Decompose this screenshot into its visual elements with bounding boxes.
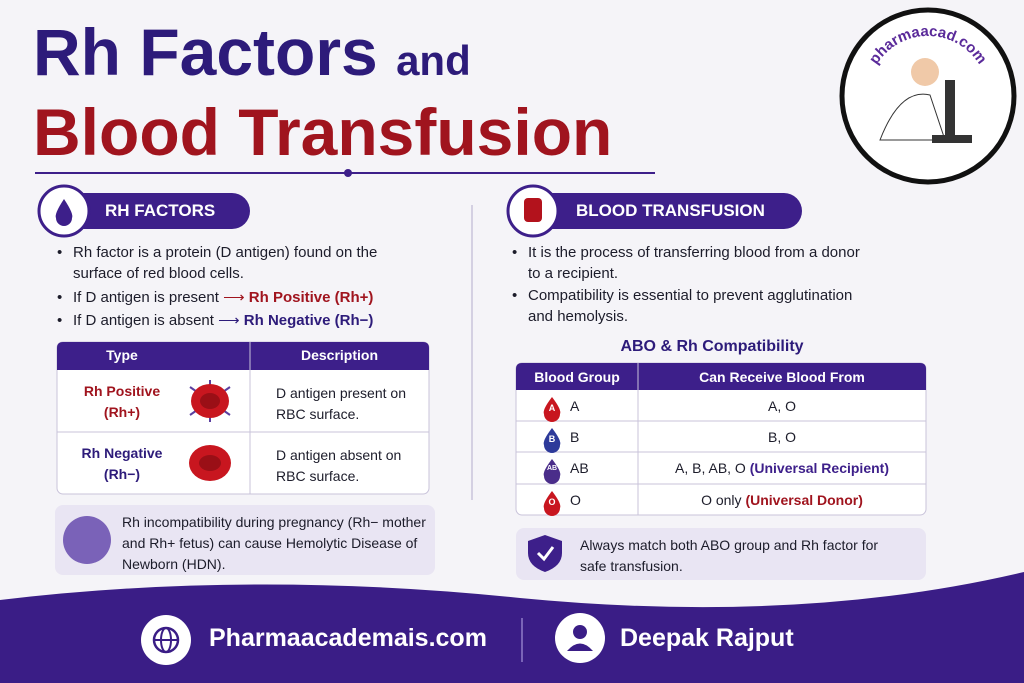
group-drop [543,491,561,516]
shield-icon [528,535,562,572]
bullet-result: Rh Positive (Rh+) [248,289,374,306]
bullet: Compatibility is essential to prevent ag… [512,285,878,327]
check-icon [536,546,555,562]
receive-text: B, O [767,429,796,445]
table-header-cell: Type [106,347,138,363]
footer-band [0,572,1024,683]
table-cell: A [570,398,580,414]
title-line: Blood Transfusion [33,95,613,169]
drop-label: A [548,403,556,413]
title-suffix: and [396,37,471,84]
note-text: Always match both ABO group and Rh facto… [580,537,879,574]
table-cell: B, O [638,427,926,448]
table-header-cell: Blood Group [534,369,620,385]
footer-website: Pharmaacademais.com [209,624,487,652]
arrow: ⟶ [218,312,240,329]
blood-bag-icon [524,198,542,222]
drop-label: B [548,434,556,444]
section-heading: RH FACTORS [105,201,216,220]
table-cell: O only (Universal Donor) [638,490,926,511]
title-text: Rh Factors [33,15,378,89]
table-cell: B [570,429,580,445]
group-drop [543,397,561,422]
bullet-text: If D antigen is present [73,289,219,306]
bullet: Rh factor is a protein (D antigen) found… [57,242,423,284]
arrow: ⟶ [223,289,245,306]
section-heading: BLOOD TRANSFUSION [576,201,765,220]
underline-dot [344,169,352,177]
logo-base [932,135,972,143]
table-cell: AB [570,460,589,476]
table-title: ABO & Rh Compatibility [620,338,804,355]
table-header-cell: Can Receive Blood From [699,369,865,385]
table-cell: D antigen absent on RBC surface. [276,447,402,484]
table-cell: Rh Positive (Rh+) [83,383,161,420]
receive-text: A, O [767,398,796,414]
bullet: If D antigen is absent ⟶ Rh Negative (Rh… [57,310,374,331]
rbc-smooth [189,445,231,481]
note-text: Rh incompatibility during pregnancy (Rh−… [122,514,426,572]
bullet-result: Rh Negative (Rh−) [243,312,374,329]
drop-label: O [548,497,556,507]
note-box [516,528,926,580]
person-body [567,643,593,651]
table-cell: O [570,492,581,508]
person-head [573,625,587,639]
note-box [55,505,435,575]
receive-text: O only [701,492,742,508]
title-line: Rh Factors and [33,14,471,90]
group-drop [543,459,561,484]
receive-note: (Universal Recipient) [749,460,889,476]
bullet-text: If D antigen is absent [73,312,214,329]
table-cell: A, O [638,396,926,417]
pill [530,193,802,229]
group-drop [543,428,561,453]
pregnancy-icon [63,516,111,564]
logo-head [911,58,939,86]
rbc-spiky [189,380,231,422]
table-cell: Rh Negative (Rh−) [81,445,163,482]
logo-coat [879,93,946,141]
logo-microscope [945,80,955,135]
drop-icon [55,199,73,226]
table-cell: D antigen present on RBC surface. [276,385,406,422]
drop-label: AB [546,465,558,472]
bullet: If D antigen is present ⟶ Rh Positive (R… [57,287,374,308]
table-header [57,342,429,370]
receive-text: A, B, AB, O [675,460,746,476]
receive-note: (Universal Donor) [745,492,863,508]
table-header-cell: Description [300,347,378,363]
pill [55,193,250,229]
bullet: It is the process of transferring blood … [512,242,868,284]
table-cell: A, B, AB, O (Universal Recipient) [638,458,926,479]
table-header [516,363,926,390]
footer-author: Deepak Rajput [620,624,794,652]
